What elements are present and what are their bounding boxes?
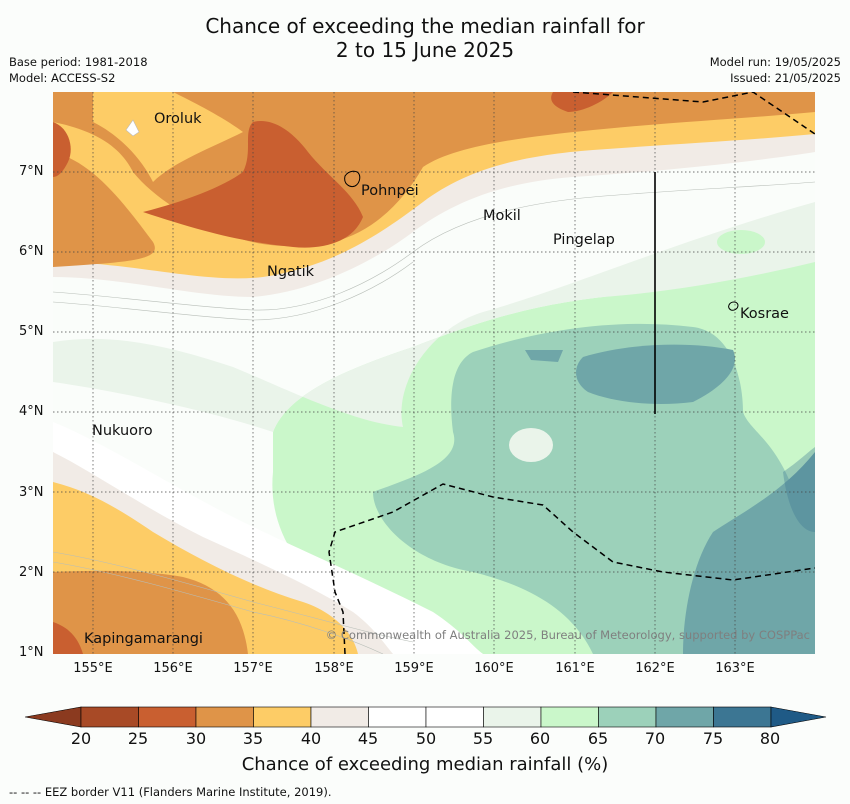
- colorbar-tick-30: 30: [185, 729, 207, 748]
- colorbar-title: Chance of exceeding median rainfall (%): [241, 754, 609, 775]
- contour-30-band-south: [53, 622, 83, 654]
- place-kosrae: Kosrae: [740, 306, 789, 322]
- oroluk-reef: [125, 119, 140, 137]
- colorbar-tick-20: 20: [70, 729, 92, 748]
- lon-label-160e: 160°E: [474, 661, 514, 676]
- model-name: Model: ACCESS-S2: [9, 71, 116, 85]
- contour-75-patch: [783, 447, 815, 532]
- colorbar-tick-70: 70: [644, 729, 666, 748]
- colorbar-cell: [540, 706, 599, 728]
- colorbar-tick-50: 50: [415, 729, 437, 748]
- rainfall-map: [53, 92, 815, 654]
- colorbar-tick-55: 55: [472, 729, 494, 748]
- place-pohnpei: Pohnpei: [361, 183, 419, 199]
- colorbar-tick-35: 35: [242, 729, 264, 748]
- issued-date: Issued: 21/05/2025: [730, 71, 841, 85]
- colorbar-cell: [253, 706, 312, 728]
- eez-footnote: -- -- -- EEZ border V11 (Flanders Marine…: [9, 785, 332, 799]
- lat-label-3n: 3°N: [19, 485, 44, 500]
- lat-label-1n: 1°N: [19, 645, 44, 660]
- colorbar-cell: [80, 706, 139, 728]
- contour-55-patch-center: [509, 428, 553, 462]
- lon-label-159e: 159°E: [394, 661, 434, 676]
- pohnpei-island: [344, 170, 361, 187]
- lat-label-4n: 4°N: [19, 404, 44, 419]
- colorbar-tick-60: 60: [529, 729, 551, 748]
- colorbar: [25, 706, 827, 728]
- lat-label-2n: 2°N: [19, 565, 44, 580]
- place-nukuoro: Nukuoro: [92, 423, 153, 439]
- contour-55-band: [53, 202, 815, 432]
- copyright-notice: © Commonwealth of Australia 2025, Bureau…: [325, 628, 810, 642]
- base-period: Base period: 1981-2018: [9, 55, 148, 69]
- lat-label-7n: 7°N: [19, 164, 44, 179]
- meta-right: Model run: 19/05/2025 Issued: 21/05/2025: [710, 54, 841, 86]
- contour-lines: [53, 181, 815, 654]
- lon-label-161e: 161°E: [555, 661, 595, 676]
- colorbar-cell: [310, 706, 369, 728]
- colorbar-tick-40: 40: [300, 729, 322, 748]
- title-line-2: 2 to 15 June 2025: [335, 38, 515, 62]
- contour-30-band-northeast: [551, 92, 613, 112]
- place-oroluk: Oroluk: [154, 111, 202, 127]
- colorbar-cell: [425, 706, 484, 728]
- colorbar-tick-75: 75: [702, 729, 724, 748]
- contour-35-band-south: [53, 570, 248, 654]
- colorbar-tick-25: 25: [127, 729, 149, 748]
- place-kapingamarangi: Kapingamarangi: [84, 631, 203, 647]
- lon-label-155e: 155°E: [73, 661, 113, 676]
- lon-label-156e: 156°E: [153, 661, 193, 676]
- model-run: Model run: 19/05/2025: [709, 55, 841, 69]
- colorbar-cell: [598, 706, 657, 728]
- colorbar-cell: [483, 706, 542, 728]
- colorbar-cell: [195, 706, 254, 728]
- contour-70-band-small: [525, 350, 563, 362]
- colorbar-cell: [713, 706, 772, 728]
- lon-label-163e: 163°E: [715, 661, 755, 676]
- colorbar-tick-80: 80: [759, 729, 781, 748]
- eez-borders: [328, 92, 815, 654]
- colorbar-cell: [138, 706, 197, 728]
- title-line-1: Chance of exceeding the median rainfall …: [205, 14, 645, 38]
- contour-30-band-northwest: [53, 122, 71, 177]
- contour-60-patch-east: [717, 230, 765, 254]
- place-mokil: Mokil: [483, 208, 521, 224]
- colorbar-over-arrow: [770, 706, 827, 728]
- lon-label-157e: 157°E: [233, 661, 273, 676]
- colorbar-tick-65: 65: [587, 729, 609, 748]
- place-ngatik: Ngatik: [267, 264, 315, 280]
- colorbar-cell: [655, 706, 714, 728]
- place-pingelap: Pingelap: [553, 232, 615, 248]
- colorbar-under-arrow: [25, 706, 82, 728]
- graticule: [53, 92, 815, 654]
- map-title: Chance of exceeding the median rainfall …: [0, 14, 850, 62]
- kosrae-island: [728, 301, 739, 311]
- lat-label-5n: 5°N: [19, 324, 44, 339]
- lat-label-6n: 6°N: [19, 244, 44, 259]
- meta-left: Base period: 1981-2018 Model: ACCESS-S2: [9, 54, 148, 86]
- contour-35-band-northwest: [53, 152, 155, 267]
- colorbar-tick-45: 45: [357, 729, 379, 748]
- contour-70-band-southeast: [683, 452, 815, 654]
- contour-40-band-oroluk: [93, 92, 243, 182]
- lon-label-158e: 158°E: [314, 661, 354, 676]
- lon-label-162e: 162°E: [635, 661, 675, 676]
- colorbar-cell: [368, 706, 427, 728]
